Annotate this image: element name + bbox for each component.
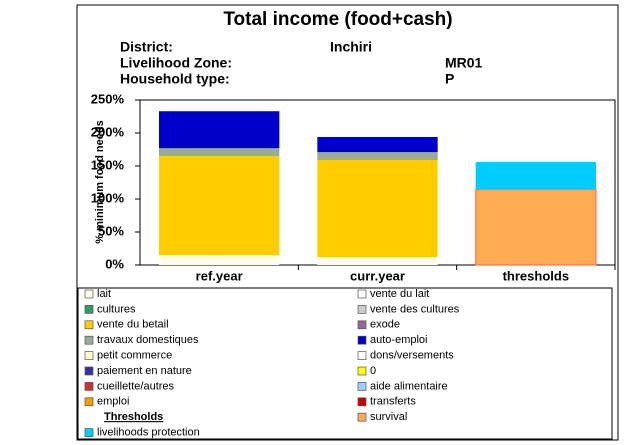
legend-marker [357, 382, 367, 391]
bar-segment [159, 255, 280, 265]
x-tick-label: curr.year [350, 268, 405, 283]
legend-label: lait [97, 288, 111, 300]
legend-label: exode [370, 319, 400, 331]
y-tick-label: 200% [91, 124, 125, 139]
bar-segment [159, 156, 280, 256]
bar-segment [159, 148, 280, 157]
legend-marker [84, 335, 94, 345]
legend-heading: Thresholds [104, 411, 163, 423]
y-tick-label: 0% [105, 256, 124, 271]
legend-label: survival [370, 411, 407, 423]
subtitle-label: Livelihood Zone: [120, 55, 232, 71]
legend-label: cueillette/autres [97, 380, 175, 392]
legend-marker [84, 320, 94, 330]
legend-marker [357, 412, 367, 422]
legend-label: auto-emploi [370, 334, 427, 346]
bar-segment [317, 152, 438, 161]
bar-segment [317, 257, 438, 265]
y-tick-label: 150% [91, 157, 125, 172]
legend-label: cultures [97, 303, 136, 315]
bar-segment [317, 136, 438, 153]
legend-marker [84, 397, 94, 407]
subtitle-value: Inchiri [330, 39, 372, 55]
subtitle-value: MR01 [445, 55, 483, 71]
bar-segment [475, 162, 596, 190]
legend-marker [357, 351, 367, 360]
legend-marker [84, 351, 94, 360]
legend-label: travaux domestiques [97, 334, 199, 346]
legend-label: dons/versements [370, 350, 454, 362]
legend-label: livelihoods protection [97, 427, 200, 439]
bar-segment [317, 160, 438, 258]
frame [76, 4, 619, 441]
legend-marker [357, 305, 367, 314]
legend-marker [357, 366, 367, 376]
legend-marker [84, 428, 94, 437]
y-axis-label: % minimum food needs [94, 120, 106, 243]
legend-label: aide alimentaire [370, 380, 448, 392]
legend-label: vente du betail [97, 319, 169, 331]
subtitle-label: Household type: [120, 71, 230, 87]
legend-marker [84, 289, 94, 299]
x-tick-label: thresholds [503, 268, 569, 283]
chart-title: Total income (food+cash) [223, 9, 452, 30]
bar-segment [475, 188, 597, 266]
legend-label: transferts [370, 396, 416, 408]
legend-marker [84, 366, 94, 376]
legend-label: 0 [370, 365, 376, 377]
bar-segment [159, 111, 280, 149]
legend-marker [357, 397, 367, 407]
y-tick-label: 100% [91, 190, 125, 205]
legend-marker [357, 320, 367, 330]
y-tick-label: 250% [91, 91, 125, 106]
legend-marker [84, 305, 94, 314]
legend-label: petit commerce [97, 350, 172, 362]
x-tick-label: ref.year [196, 268, 243, 283]
legend [77, 287, 613, 440]
subtitle-label: District: [120, 39, 173, 55]
legend-marker [84, 382, 94, 391]
legend-label: vente des cultures [370, 303, 460, 315]
legend-label: paiement en nature [97, 365, 192, 377]
subtitle-value: P [445, 71, 454, 87]
legend-marker [357, 335, 367, 345]
y-tick-label: 50% [98, 223, 124, 238]
legend-marker [357, 289, 367, 299]
legend-label: emploi [97, 396, 129, 408]
legend-label: vente du lait [370, 288, 429, 300]
